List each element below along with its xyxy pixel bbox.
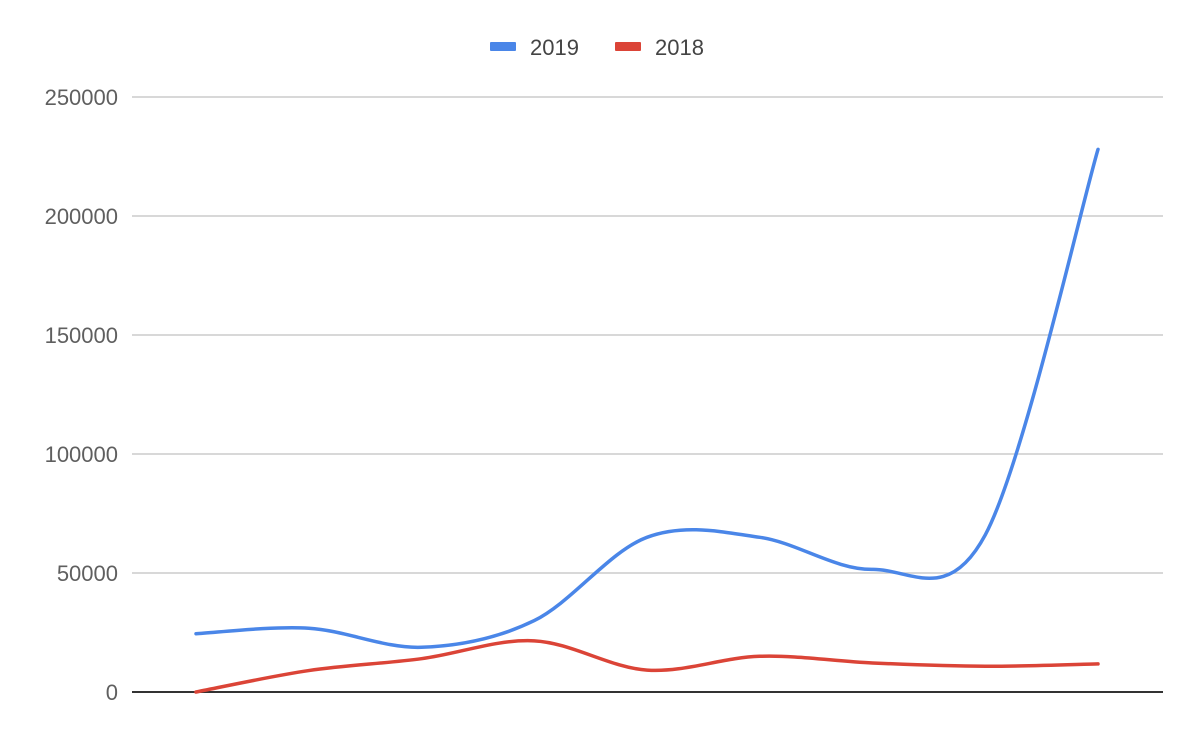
chart-series	[194, 147, 1100, 694]
y-tick-label: 250000	[45, 85, 118, 110]
y-tick-label: 50000	[57, 561, 118, 586]
chart-grid	[132, 96, 1163, 693]
y-tick-label: 200000	[45, 204, 118, 229]
series-line-2018	[194, 638, 1100, 694]
series-line-2019	[194, 147, 1100, 650]
legend-label: 2019	[530, 35, 579, 60]
legend-swatch	[615, 42, 641, 51]
y-tick-label: 0	[106, 680, 118, 705]
y-tick-label: 100000	[45, 442, 118, 467]
legend-label: 2018	[655, 35, 704, 60]
legend-swatch	[490, 42, 516, 51]
chart-legend: 2019 2018	[490, 35, 704, 60]
y-tick-label: 150000	[45, 323, 118, 348]
y-axis: 0 50000 100000 150000 200000 250000	[45, 85, 118, 705]
